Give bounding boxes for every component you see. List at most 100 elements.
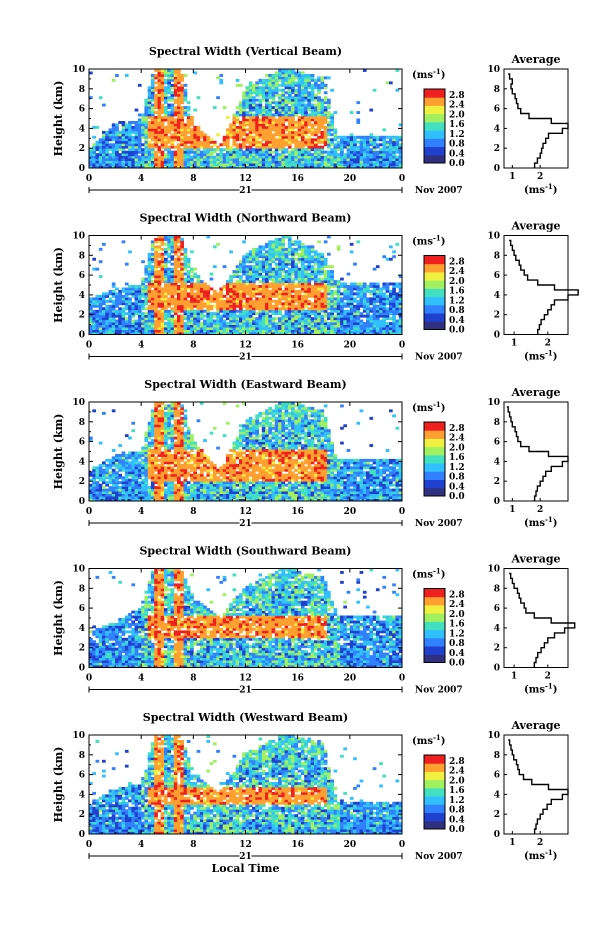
- heatmap-cell: [336, 247, 341, 251]
- heatmap-cell: [203, 332, 207, 335]
- heatmap-cell: [284, 309, 289, 313]
- heatmap-cell: [291, 116, 295, 119]
- heatmap-cell: [137, 140, 142, 144]
- heatmap-cell: [281, 78, 286, 82]
- heatmap-cell: [177, 294, 181, 298]
- heatmap-cell: [297, 302, 302, 306]
- heatmap-cell: [92, 297, 96, 301]
- heatmap-cell: [134, 304, 139, 308]
- heatmap-cell: [314, 285, 318, 288]
- heatmap-cell: [340, 327, 344, 330]
- heatmap-cell: [323, 138, 328, 142]
- heatmap-cell: [336, 289, 341, 293]
- heatmap-cell: [252, 277, 256, 281]
- heatmap-cell: [164, 297, 168, 301]
- heatmap-cell: [294, 282, 299, 286]
- heatmap-cell: [108, 130, 113, 134]
- heatmap-cell: [261, 86, 266, 90]
- heatmap-cell: [95, 163, 100, 166]
- heatmap-cell: [284, 332, 289, 335]
- heatmap-cell: [154, 255, 158, 259]
- heatmap-cell: [284, 327, 289, 330]
- heatmap-cell: [398, 309, 403, 313]
- heatmap-cell: [385, 81, 390, 85]
- heatmap-cell: [173, 292, 178, 296]
- heatmap-cell: [160, 252, 165, 256]
- heatmap-cell: [98, 471, 103, 475]
- heatmap-cell: [242, 317, 246, 321]
- heatmap-cell: [323, 118, 328, 122]
- heatmap-cell: [212, 158, 217, 161]
- heatmap-cell: [323, 143, 328, 147]
- heatmap-cell: [310, 118, 315, 122]
- heatmap-cell: [300, 329, 305, 333]
- heatmap-cell: [222, 309, 227, 313]
- heatmap-cell: [359, 285, 364, 288]
- heatmap-cell: [274, 165, 279, 169]
- heatmap-cell: [160, 145, 165, 149]
- heatmap-cell: [102, 481, 106, 485]
- heatmap-cell: [157, 108, 162, 112]
- heatmap-cell: [268, 270, 272, 273]
- heatmap-cell: [170, 128, 175, 132]
- heatmap-cell: [164, 155, 168, 159]
- heatmap-cell: [317, 91, 321, 95]
- heatmap-cell: [239, 155, 243, 159]
- heatmap-cell: [147, 307, 152, 311]
- heatmap-cell: [284, 255, 289, 259]
- heatmap-cell: [147, 155, 152, 159]
- heatmap-cell: [121, 133, 126, 137]
- heatmap-cell: [258, 312, 263, 316]
- heatmap-cell: [274, 262, 279, 266]
- heatmap-cell: [268, 111, 272, 114]
- heatmap-cell: [327, 106, 331, 109]
- heatmap-cell: [281, 262, 286, 266]
- heatmap-cell: [359, 140, 364, 144]
- heatmap-cell: [157, 74, 162, 77]
- heatmap-cell: [157, 287, 162, 291]
- heatmap-cell: [193, 135, 197, 139]
- heatmap-cell: [154, 260, 158, 264]
- heatmap-cell: [232, 270, 237, 273]
- heatmap-cell: [330, 88, 334, 92]
- heatmap-cell: [157, 299, 162, 303]
- heatmap-cell: [284, 280, 289, 283]
- heatmap-cell: [180, 78, 184, 82]
- heatmap-cell: [271, 116, 276, 119]
- heatmap-cell: [281, 138, 286, 142]
- heatmap-cell: [121, 294, 126, 298]
- heatmap-cell: [255, 312, 259, 316]
- heatmap-cell: [229, 294, 233, 298]
- heatmap-cell: [199, 133, 204, 137]
- heatmap-cell: [248, 81, 253, 85]
- heatmap-cell: [164, 96, 168, 100]
- heatmap-cell: [274, 118, 279, 122]
- heatmap-cell: [157, 78, 162, 82]
- heatmap-cell: [242, 165, 246, 169]
- heatmap-cell: [330, 272, 334, 276]
- heatmap-cell: [170, 322, 175, 325]
- heatmap-cell: [271, 247, 276, 251]
- heatmap-cell: [268, 155, 272, 159]
- heatmap-cell: [307, 282, 312, 286]
- heatmap-cell: [199, 135, 204, 139]
- heatmap-cell: [141, 282, 145, 286]
- heatmap-cell: [193, 297, 197, 301]
- heatmap-cell: [157, 294, 162, 298]
- heatmap-cell: [268, 327, 272, 330]
- heatmap-cell: [121, 153, 126, 157]
- avg-y-tick-label: 0: [494, 331, 500, 341]
- heatmap-cell: [353, 155, 357, 159]
- heatmap-cell: [89, 496, 93, 499]
- heatmap-cell: [150, 317, 155, 321]
- heatmap-cell: [186, 101, 191, 105]
- heatmap-cell: [183, 125, 188, 129]
- heatmap-cell: [314, 304, 318, 308]
- heatmap-cell: [232, 138, 237, 142]
- heatmap-cell: [173, 113, 178, 117]
- heatmap-cell: [327, 138, 331, 142]
- heatmap-cell: [258, 145, 263, 149]
- heatmap-cell: [320, 78, 325, 82]
- heatmap-cell: [89, 473, 93, 477]
